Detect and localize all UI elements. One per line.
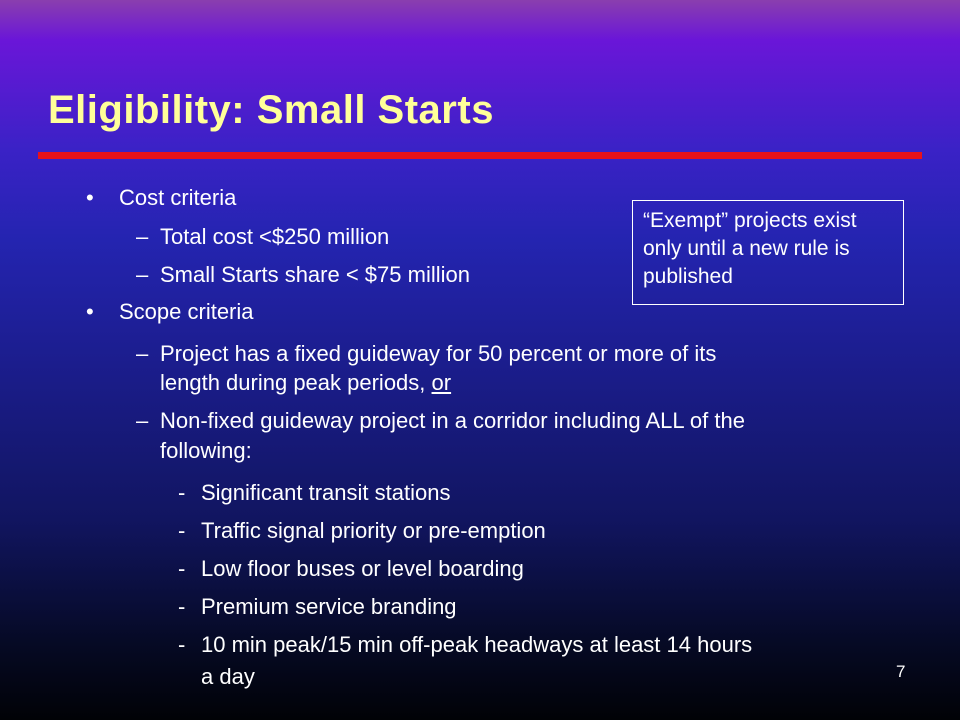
scope-item-fixed-guideway-line1: Project has a fixed guideway for 50 perc… (160, 341, 717, 366)
cost-item-share: Small Starts share < $75 million (160, 262, 470, 287)
hyphen-marker: - (178, 480, 186, 505)
sub-item-transit-stations: Significant transit stations (201, 480, 451, 505)
sub-item-signal-priority: Traffic signal priority or pre-emption (201, 518, 546, 543)
hyphen-marker: - (178, 518, 186, 543)
dash-marker: – (136, 408, 149, 433)
bullet-marker: • (86, 185, 94, 210)
dash-marker: – (136, 341, 149, 366)
scope-item-non-fixed-line2: following: (160, 438, 252, 463)
dash-marker: – (136, 262, 149, 287)
bullet-marker: • (86, 299, 94, 324)
cost-criteria-heading: Cost criteria (119, 185, 237, 210)
hyphen-marker: - (178, 594, 186, 619)
hyphen-marker: - (178, 556, 186, 581)
sub-item-branding: Premium service branding (201, 594, 457, 619)
sub-item-low-floor: Low floor buses or level boarding (201, 556, 524, 581)
cost-item-total: Total cost <$250 million (160, 224, 390, 249)
underlined-or: or (431, 370, 452, 395)
slide-title: Eligibility: Small Starts (48, 88, 494, 132)
exempt-projects-callout: “Exempt” projects exist only until a new… (632, 200, 904, 305)
page-number: 7 (896, 662, 906, 681)
title-underline-rule (38, 152, 922, 159)
sub-item-headways-line1: 10 min peak/15 min off-peak headways at … (201, 632, 753, 657)
hyphen-marker: - (178, 632, 186, 657)
scope-item-fixed-guideway-line2: length during peak periods, or (160, 370, 451, 396)
dash-marker: – (136, 224, 149, 249)
scope-criteria-heading: Scope criteria (119, 299, 254, 324)
sub-item-headways-line2: a day (201, 664, 255, 689)
scope-item-fixed-guideway-text: length during peak periods, (160, 370, 432, 395)
scope-item-non-fixed-line1: Non-fixed guideway project in a corridor… (160, 408, 745, 433)
